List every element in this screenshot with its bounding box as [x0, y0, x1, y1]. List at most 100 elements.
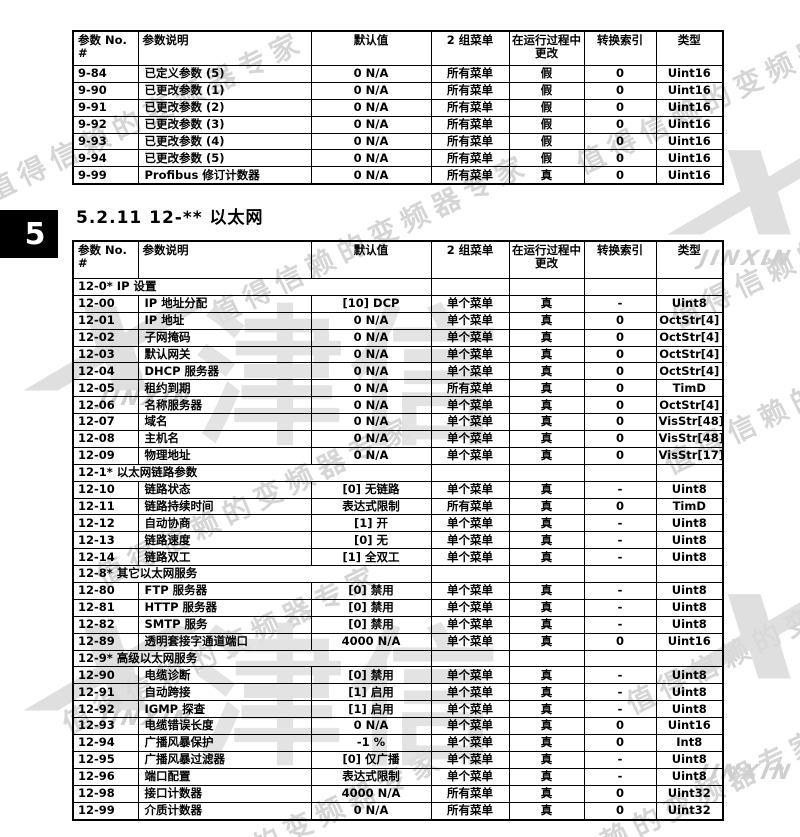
- table-row: 12-82 SMTP 服务 [0] 禁用 单个菜单真 - Uint8: [72, 615, 724, 634]
- cell: 透明套接字通道端口: [137, 632, 312, 651]
- cell: 表达式限制: [310, 767, 432, 786]
- cell: 0 N/A: [310, 345, 432, 364]
- table-row: 12-11 链路持续时间 表达式限制 所有菜单真 0 TimD: [72, 497, 724, 516]
- table-row: 9-93 已更改参数 (4) 0 N/A 所有菜单假 0 Uint16: [72, 132, 724, 151]
- cell: [1] 启用: [310, 683, 432, 702]
- cell: Uint8: [655, 683, 724, 702]
- cell: 9-84: [72, 65, 139, 83]
- table-row: 12-93 电缆错误长度 0 N/A 单个菜单真 0 Uint16: [72, 717, 724, 736]
- table-row: 12-09 物理地址 0 N/A 单个菜单真 0 VisStr[17]: [72, 446, 724, 465]
- parameter-table-9xx: 参数 No. # 参数说明 默认值 2 组菜单 在运行过程中 更改 转换索引 类型 9-84 已…: [72, 30, 724, 186]
- column-header: 2 组菜单: [430, 30, 510, 66]
- cell: 真: [508, 480, 585, 499]
- cell: Uint16: [655, 149, 724, 168]
- cell: 12-13: [72, 531, 139, 550]
- cell: 单个菜单: [430, 683, 510, 702]
- cell: 已更改参数 (5): [137, 149, 312, 168]
- cell: TimD: [655, 379, 724, 398]
- cell: 0 N/A: [310, 328, 432, 347]
- cell: 0: [583, 396, 657, 415]
- cell: 0: [583, 734, 657, 752]
- column-header: 参数说明: [137, 30, 312, 66]
- cell: 12-81: [72, 598, 139, 617]
- cell: 单个菜单: [430, 734, 510, 752]
- cell: 0 N/A: [310, 132, 432, 151]
- cell: 0 N/A: [310, 379, 432, 398]
- column-header: 默认值: [310, 30, 432, 66]
- cell: 已更改参数 (4): [137, 132, 312, 151]
- cell: 真: [508, 801, 585, 821]
- cell: OctStr[4]: [655, 362, 724, 381]
- cell: 单个菜单: [430, 362, 510, 381]
- cell: 假: [508, 149, 585, 168]
- cell: 9-99: [72, 166, 139, 185]
- column-header: 在运行过程中 更改: [508, 240, 585, 279]
- cell: 真: [508, 446, 585, 465]
- cell: DHCP 服务器: [137, 362, 312, 381]
- cell: -: [583, 582, 657, 600]
- group-label: 12-9* 高级以太网服务: [72, 649, 432, 668]
- cell: 单个菜单: [430, 750, 510, 769]
- table-row: 12-06 名称服务器 0 N/A 单个菜单真 0 OctStr[4]: [72, 396, 724, 415]
- cell: 真: [508, 717, 585, 736]
- cell: 0: [583, 717, 657, 736]
- cell: 单个菜单: [430, 717, 510, 736]
- header-row: 参数 No. # 参数说明 默认值 2 组菜单 在运行过程中 更改 转换索引 类型: [72, 30, 724, 66]
- cell: VisStr[48]: [655, 430, 724, 448]
- cell: 12-05: [72, 379, 139, 398]
- cell: 所有菜单: [430, 379, 510, 398]
- cell: Uint8: [655, 531, 724, 550]
- cell: [0] 仅广播: [310, 750, 432, 769]
- cell: 0 N/A: [310, 98, 432, 117]
- cell: 0 N/A: [310, 115, 432, 134]
- cell: 真: [508, 430, 585, 448]
- cell: 真: [508, 497, 585, 516]
- empty-cell: [508, 649, 585, 668]
- cell: -: [583, 294, 657, 313]
- cell: [0] 禁用: [310, 615, 432, 634]
- cell: 0: [583, 132, 657, 151]
- cell: 0: [583, 166, 657, 185]
- cell: 单个菜单: [430, 294, 510, 313]
- parameter-table-12xx-ethernet: 参数 No. # 参数说明 默认值 2 组菜单 在运行过程中 更改 转换索引 类型 12-0*…: [72, 240, 724, 821]
- cell: 0: [583, 430, 657, 448]
- empty-cell: [508, 278, 585, 296]
- cell: 真: [508, 514, 585, 533]
- section-heading: 5.2.11 12-** 以太网: [76, 208, 264, 228]
- cell: 单个菜单: [430, 311, 510, 330]
- table-row: 12-14 链路双工 [1] 全双工 单个菜单真 - Uint8: [72, 548, 724, 567]
- cell: 真: [508, 598, 585, 617]
- group-label: 12-1* 以太网链路参数: [72, 463, 432, 482]
- cell: 子网掩码: [137, 328, 312, 347]
- cell: 12-03: [72, 345, 139, 364]
- cell: 物理地址: [137, 446, 312, 465]
- cell: -1 %: [310, 734, 432, 752]
- cell: 已更改参数 (1): [137, 81, 312, 100]
- cell: [0] 无: [310, 531, 432, 550]
- table-row: 12-98 接口计数器 4000 N/A 所有菜单真 0 Uint32: [72, 784, 724, 803]
- cell: 租约到期: [137, 379, 312, 398]
- cell: 假: [508, 132, 585, 151]
- table-row: 12-96 端口配置 表达式限制 单个菜单真 - Uint8: [72, 767, 724, 786]
- table-row: 12-99 介质计数器 0 N/A 所有菜单真 0 Uint32: [72, 801, 724, 821]
- cell: 0: [583, 328, 657, 347]
- cell: Uint16: [655, 632, 724, 651]
- cell: 12-09: [72, 446, 139, 465]
- cell: 9-94: [72, 149, 139, 168]
- cell: 0: [583, 81, 657, 100]
- cell: OctStr[4]: [655, 311, 724, 330]
- cell: 12-00: [72, 294, 139, 313]
- cell: 所有菜单: [430, 149, 510, 168]
- cell: Uint8: [655, 598, 724, 617]
- table-row: 12-03 默认网关 0 N/A 单个菜单真 0 OctStr[4]: [72, 345, 724, 364]
- cell: 0 N/A: [310, 430, 432, 448]
- cell: -: [583, 548, 657, 567]
- cell: 0: [583, 632, 657, 651]
- cell: 0 N/A: [310, 446, 432, 465]
- table-row: 9-84 已定义参数 (5) 0 N/A 所有菜单假 0 Uint16: [72, 65, 724, 83]
- cell: 所有菜单: [430, 166, 510, 185]
- cell: 单个菜单: [430, 430, 510, 448]
- cell: -: [583, 683, 657, 702]
- cell: -: [583, 514, 657, 533]
- cell: 真: [508, 345, 585, 364]
